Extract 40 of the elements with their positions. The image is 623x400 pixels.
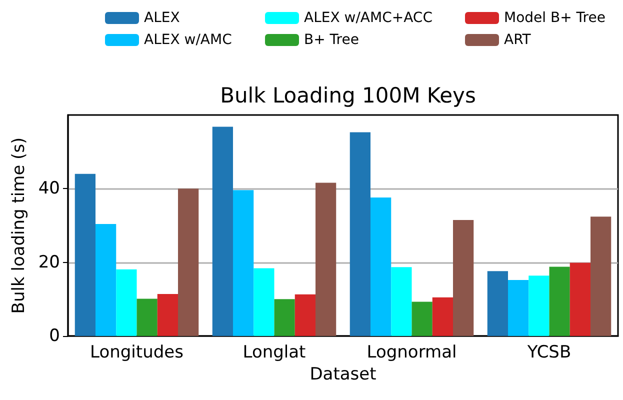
bar: [487, 271, 508, 336]
y-axis-title: Bulk loading time (s): [8, 137, 29, 314]
bar: [136, 298, 158, 336]
x-tick-label: Longlat: [242, 342, 306, 362]
bar: [316, 182, 336, 336]
bar: [549, 266, 570, 336]
legend-label: ALEX: [144, 10, 180, 26]
legend-label: ART: [504, 32, 532, 48]
bar: [294, 294, 316, 336]
bar: [412, 302, 432, 336]
bar: [528, 276, 550, 336]
bar: [233, 190, 254, 336]
bar: [74, 174, 96, 336]
chart-title: Bulk Loading 100M Keys: [220, 84, 476, 108]
x-tick-label: Longitudes: [90, 342, 184, 362]
legend-label: Model B+ Tree: [504, 10, 606, 26]
legend-label: B+ Tree: [304, 32, 359, 48]
bar: [432, 297, 453, 336]
bar: [254, 268, 274, 336]
bar: [178, 188, 199, 336]
bar: [391, 267, 412, 336]
x-tick-label: YCSB: [526, 342, 572, 362]
bar: [508, 280, 529, 336]
bar: [212, 126, 233, 336]
y-tick-label: 40: [38, 178, 60, 199]
bar: [453, 220, 474, 336]
x-axis-title: Dataset: [310, 364, 377, 384]
bar: [274, 299, 295, 336]
legend-label: ALEX w/AMC: [144, 32, 232, 48]
bar: [350, 132, 370, 336]
x-tick-label: Lognormal: [366, 342, 457, 362]
bar: [370, 198, 392, 336]
legend-label: ALEX w/AMC+ACC: [304, 10, 433, 26]
bar: [590, 216, 612, 336]
bar: [116, 269, 137, 336]
bar: [157, 294, 178, 336]
bar: [570, 262, 590, 336]
y-tick-label: 20: [38, 252, 60, 272]
y-tick-label: 0: [49, 326, 60, 346]
bar: [96, 224, 116, 336]
